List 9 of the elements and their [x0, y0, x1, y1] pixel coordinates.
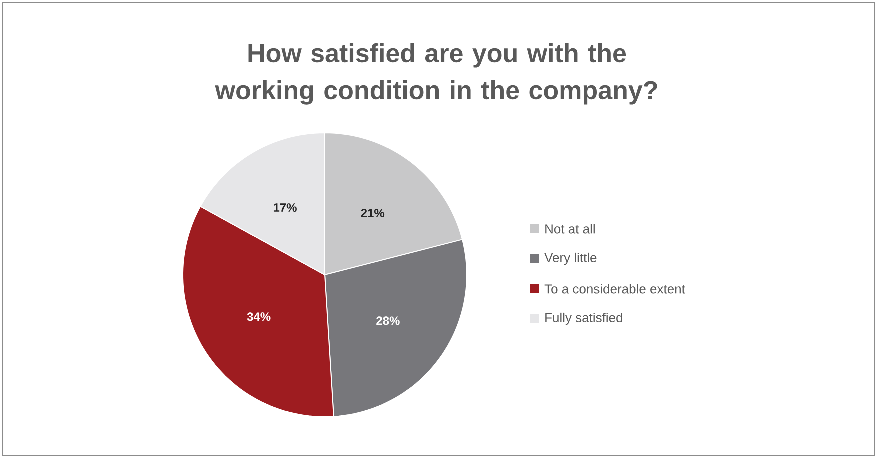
legend-label: Not at all — [546, 224, 595, 234]
data-label: 28% — [376, 316, 400, 326]
data-label: 34% — [247, 312, 271, 322]
legend-label: To a considerable extent — [544, 284, 686, 294]
data-label: 21% — [361, 209, 385, 218]
chart-title: How satisfied are you with the working condition in the company? — [215, 44, 658, 105]
data-label: 17% — [274, 204, 297, 212]
legend-label: Fully satisfied — [546, 312, 622, 326]
legend-label: Very little — [544, 252, 597, 266]
